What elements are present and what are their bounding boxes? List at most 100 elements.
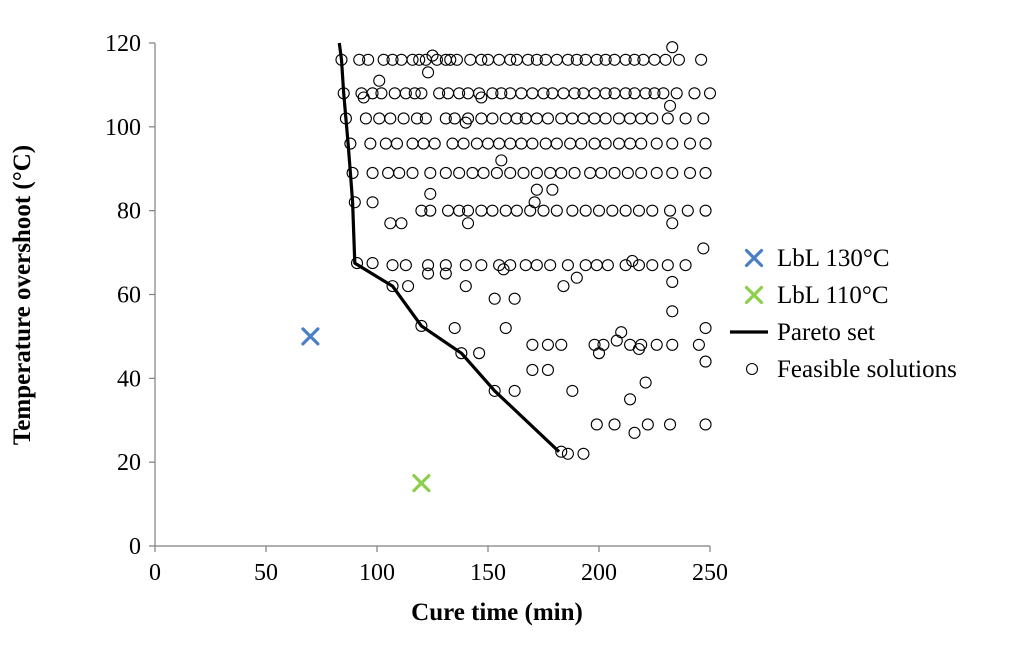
data-point <box>550 53 563 66</box>
data-point <box>621 166 634 179</box>
data-point <box>670 87 683 100</box>
data-point <box>464 53 477 66</box>
data-point <box>350 257 364 270</box>
data-point <box>508 384 521 397</box>
y-tick-label: 80 <box>117 199 141 225</box>
data-point <box>550 204 563 217</box>
data-point <box>555 338 568 351</box>
data-point <box>422 66 435 79</box>
data-point <box>650 166 663 179</box>
legend-item: LbL 130°C <box>744 245 890 272</box>
axes: 0 50 100 150 200 250 0 20 40 60 80 100 120 <box>105 31 728 586</box>
data-point <box>439 267 452 280</box>
data-point <box>628 426 641 439</box>
data-point <box>608 166 621 179</box>
data-point <box>577 112 590 125</box>
data-point <box>390 137 404 150</box>
data-point <box>448 321 461 335</box>
x-stroke <box>301 327 320 346</box>
data-point <box>362 53 375 66</box>
data-point <box>646 204 659 217</box>
data-point <box>377 53 390 66</box>
legend-swatch <box>744 248 764 268</box>
data-point <box>530 53 543 66</box>
data-point <box>619 53 632 66</box>
data-point <box>373 74 386 87</box>
data-point <box>419 112 432 125</box>
data-point <box>699 166 712 179</box>
data-point <box>386 53 399 66</box>
data-point <box>486 112 499 125</box>
series-feasible-solutions <box>335 41 717 460</box>
data-point <box>590 53 603 66</box>
data-point <box>612 112 626 125</box>
data-point <box>453 87 466 100</box>
data-point <box>397 112 410 125</box>
data-point <box>648 87 661 100</box>
data-point <box>490 166 503 179</box>
data-point <box>681 204 694 217</box>
data-point <box>628 53 641 66</box>
data-point <box>699 204 712 217</box>
data-point <box>417 137 430 150</box>
data-point <box>422 259 435 272</box>
data-point <box>577 447 590 460</box>
data-point <box>504 137 517 150</box>
data-point <box>699 321 712 335</box>
data-point <box>659 53 672 66</box>
legend: LbL 130°C LbL 110°C Pareto set Feasible sol… <box>730 245 957 383</box>
data-point <box>612 137 626 150</box>
data-point <box>510 53 523 66</box>
data-point <box>408 87 421 100</box>
data-point <box>679 259 692 272</box>
series-line-pareto-set <box>337 42 561 453</box>
data-point <box>610 334 623 347</box>
data-point <box>537 204 550 217</box>
data-point <box>461 112 475 125</box>
data-point <box>697 242 710 255</box>
data-point <box>566 204 579 217</box>
data-point <box>624 112 637 125</box>
data-point <box>488 384 501 397</box>
data-point <box>406 137 419 150</box>
x-tick-label: 50 <box>254 560 278 586</box>
data-point <box>663 204 677 217</box>
data-point <box>666 305 679 318</box>
data-point <box>539 137 552 150</box>
x-stroke <box>744 248 764 268</box>
data-point <box>692 338 705 351</box>
data-point <box>439 112 452 125</box>
data-point <box>624 393 637 406</box>
data-point <box>666 275 679 288</box>
data-point <box>624 137 637 150</box>
data-point <box>461 217 475 230</box>
data-point <box>453 204 466 217</box>
data-point <box>488 292 501 305</box>
data-point <box>386 280 399 293</box>
data-point <box>475 91 488 104</box>
data-point <box>526 338 539 351</box>
data-point <box>510 112 523 125</box>
data-point <box>504 53 517 66</box>
y-tick-label: 60 <box>117 283 141 309</box>
data-point <box>415 87 428 100</box>
data-point <box>526 137 539 150</box>
data-point <box>544 166 557 179</box>
x-tick-label: 150 <box>470 560 506 586</box>
data-point <box>424 166 437 179</box>
data-point <box>366 166 379 179</box>
data-point <box>455 347 468 360</box>
legend-swatch <box>745 362 759 376</box>
data-point <box>475 53 488 66</box>
data-point <box>579 204 592 217</box>
data-point <box>592 204 606 217</box>
data-point <box>683 137 697 150</box>
data-point <box>530 259 543 272</box>
data-point <box>453 166 466 179</box>
data-point <box>402 280 415 293</box>
x-stroke <box>412 474 431 493</box>
data-point <box>473 87 486 100</box>
data-point <box>546 183 559 196</box>
data-point <box>661 112 674 125</box>
data-point <box>379 137 392 150</box>
